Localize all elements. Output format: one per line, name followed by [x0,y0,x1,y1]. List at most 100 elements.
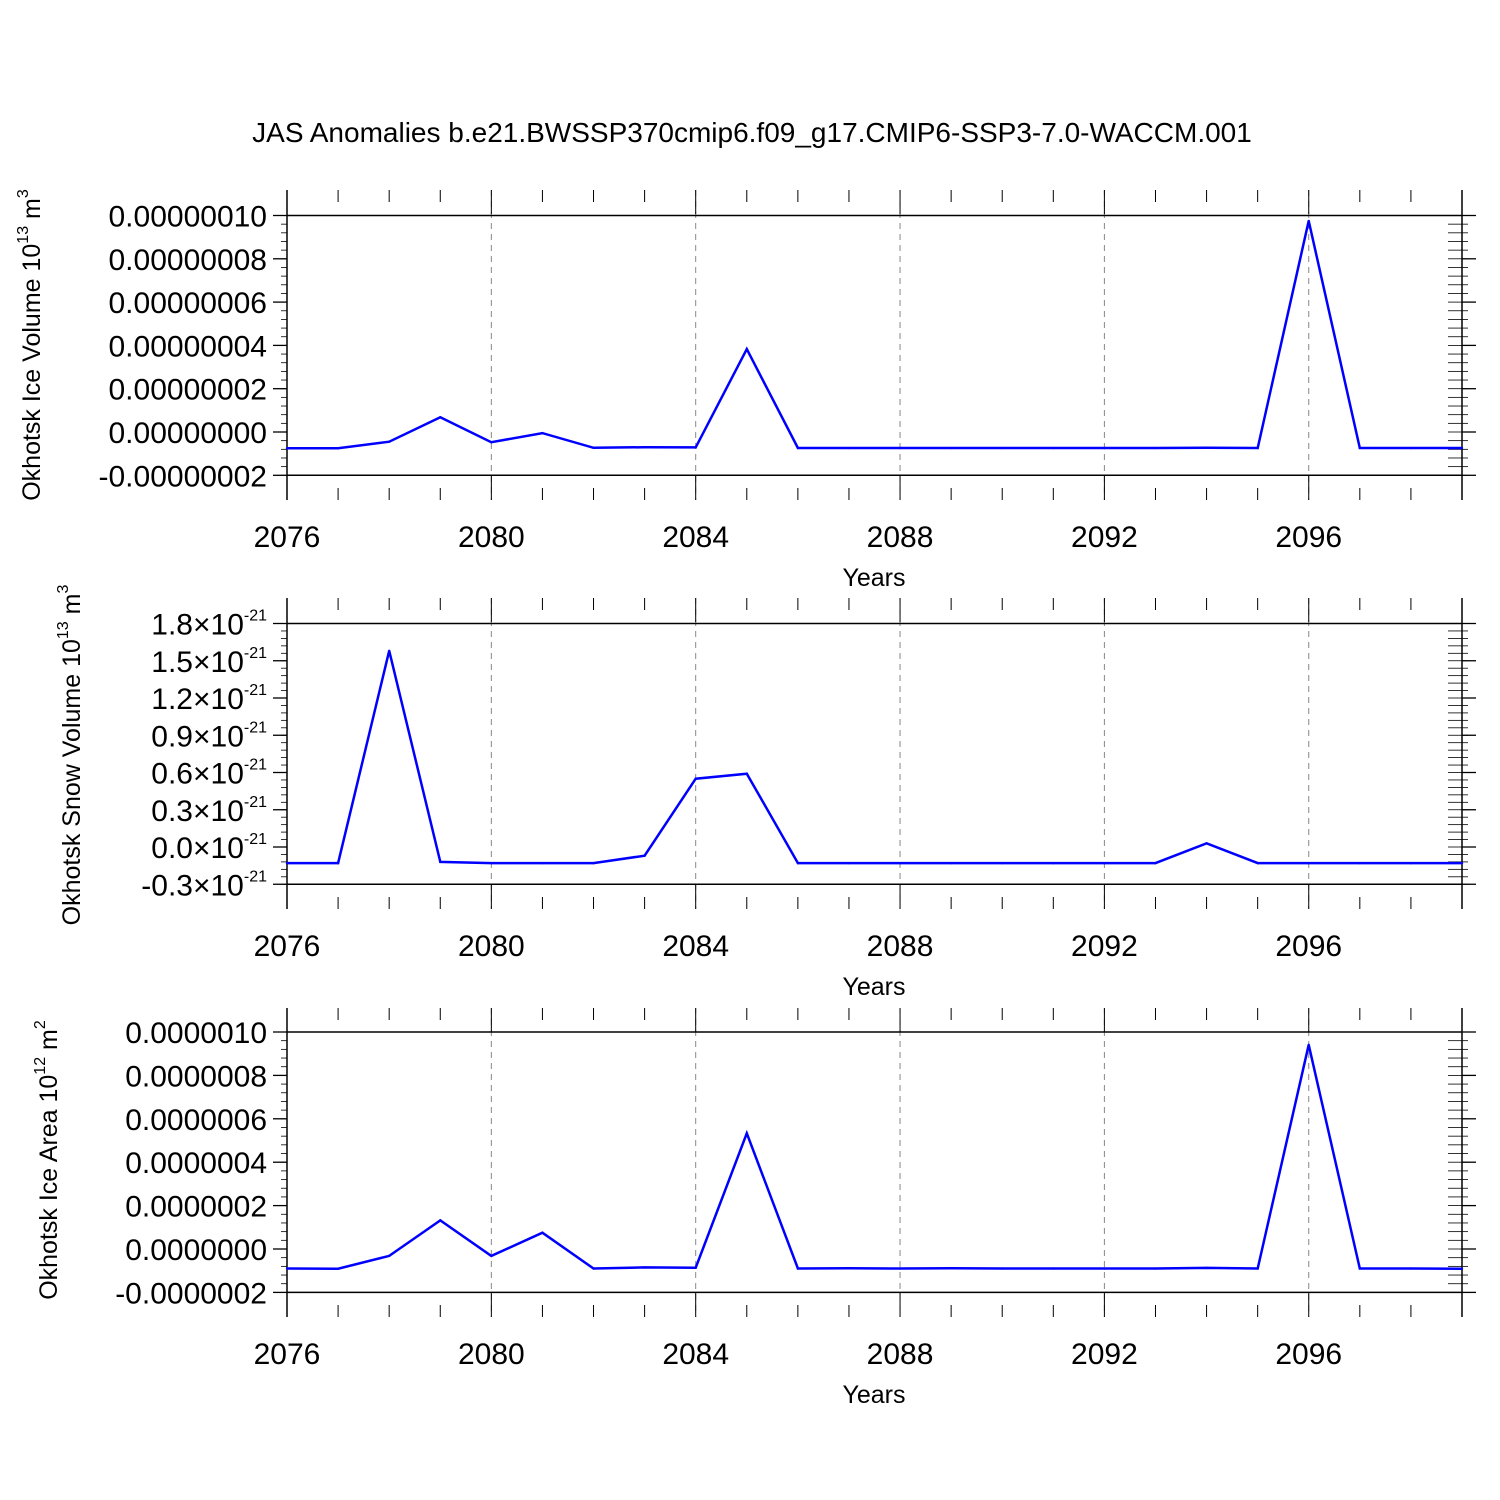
data-point [1154,861,1157,865]
data-point [1358,1267,1362,1270]
data-point [541,1231,544,1234]
figure-title: JAS Anomalies b.e21.BWSSP370cmip6.f09_g1… [252,117,1252,148]
y-tick-label: 0.9×10-21 [151,719,267,753]
data-point [541,861,544,865]
data-point [285,861,289,865]
x-axis-title: Years [842,1381,905,1409]
data-point [643,1266,646,1269]
y-tick-label: 0.00000006 [109,287,268,320]
data-point [1256,446,1259,450]
panel-ice-volume: 0.00000010 0.00000008 0.00000006 0.00000004… [15,189,1476,592]
x-tick-label-2096: 2096 [1275,521,1342,554]
y-tick-label: 0.00000008 [109,244,268,277]
x-tick-label-2076: 2076 [254,1338,321,1371]
data-point [1103,1267,1106,1270]
y-axis-title: Okhotsk Ice Area 1012 m2 [32,1020,63,1300]
x-tick-label-2084: 2084 [662,1338,729,1371]
y-tick-label: 0.00000002 [109,374,268,407]
x-tick-label-2084: 2084 [662,521,729,554]
series-line-ice-volume [287,220,1462,450]
x-tick-label-2092: 2092 [1071,521,1138,554]
x-tick-label-2088: 2088 [867,1338,934,1371]
data-point [1205,842,1208,845]
data-point [1256,861,1259,865]
data-point [285,447,289,450]
y-tick-label: 0.00000000 [109,417,268,450]
data-point [439,416,442,419]
panel-ice-area: 0.0000010 0.0000008 0.0000006 0.0000004 0.00… [32,1008,1476,1409]
data-point [592,861,595,865]
data-point [1052,446,1055,450]
data-point [490,1254,493,1258]
x-tick-label-2080: 2080 [458,1338,525,1371]
data-point [1001,861,1004,865]
data-point [949,861,953,865]
data-point [592,1267,595,1270]
data-point [1256,1267,1259,1270]
data-point [643,445,646,449]
x-tick-label-2092: 2092 [1071,930,1138,963]
y-tick-label: 1.8×10-21 [151,608,267,642]
data-point [1103,861,1106,865]
data-point [745,772,748,775]
x-tick-label-2084: 2084 [662,930,729,963]
data-point [1154,1267,1157,1270]
data-point [1307,1043,1310,1047]
data-point [1358,446,1362,450]
y-tick-label: 0.0000010 [125,1017,267,1050]
data-point [336,861,340,865]
data-point [745,1132,748,1135]
data-point [387,440,391,443]
y-tick-label: 0.00000010 [109,201,268,234]
data-point [1052,1267,1055,1270]
x-tick-label-2088: 2088 [867,521,934,554]
panel-snow-volume: 1.8×10-211.5×10-211.2×10-210.9×10-21 0.6×… [55,585,1476,1001]
data-point [439,860,442,864]
data-point [490,861,493,865]
data-point [847,446,851,450]
data-point [285,1267,289,1270]
data-point [847,1267,851,1270]
y-axis-title: Okhotsk Snow Volume 1013 m3 [55,585,86,926]
y-tick-label: 0.0×10-21 [151,831,267,865]
data-point [1154,446,1157,450]
x-tick-label-2080: 2080 [458,521,525,554]
data-point [336,447,340,450]
y-tick-label: 0.00000004 [109,330,268,363]
data-point [1307,861,1310,865]
data-point [694,1266,697,1269]
data-point [336,1267,340,1270]
data-point [796,1267,800,1270]
data-point [745,347,748,351]
data-point [1205,1266,1208,1270]
x-tick-label-2088: 2088 [867,930,934,963]
data-point [949,1267,953,1270]
data-point [439,1219,442,1222]
data-point [387,1254,391,1258]
data-point [796,446,800,450]
data-point [1358,861,1362,865]
x-tick-label-2092: 2092 [1071,1338,1138,1371]
data-point [1409,861,1413,865]
y-tick-label: 0.3×10-21 [151,794,267,828]
data-point [898,861,902,865]
data-point [1103,446,1106,450]
series-line-ice-area [286,1044,1463,1270]
data-point [847,861,851,865]
data-point [898,1267,902,1270]
y-tick-label: 0.0000006 [125,1104,267,1137]
x-tick-label-2080: 2080 [458,930,525,963]
data-point [1409,446,1413,450]
x-axis-title: Years [842,973,905,1001]
y-tick-label: 0.0000000 [125,1234,267,1267]
data-point [1205,446,1208,450]
x-tick-label-2096: 2096 [1275,930,1342,963]
y-tick-label: -0.00000002 [99,460,268,493]
data-point [387,649,391,653]
data-point [541,431,544,435]
x-axis-title: Years [842,564,905,592]
data-point [1460,861,1464,865]
x-tick-label-2076: 2076 [254,521,321,554]
data-point [694,446,697,449]
